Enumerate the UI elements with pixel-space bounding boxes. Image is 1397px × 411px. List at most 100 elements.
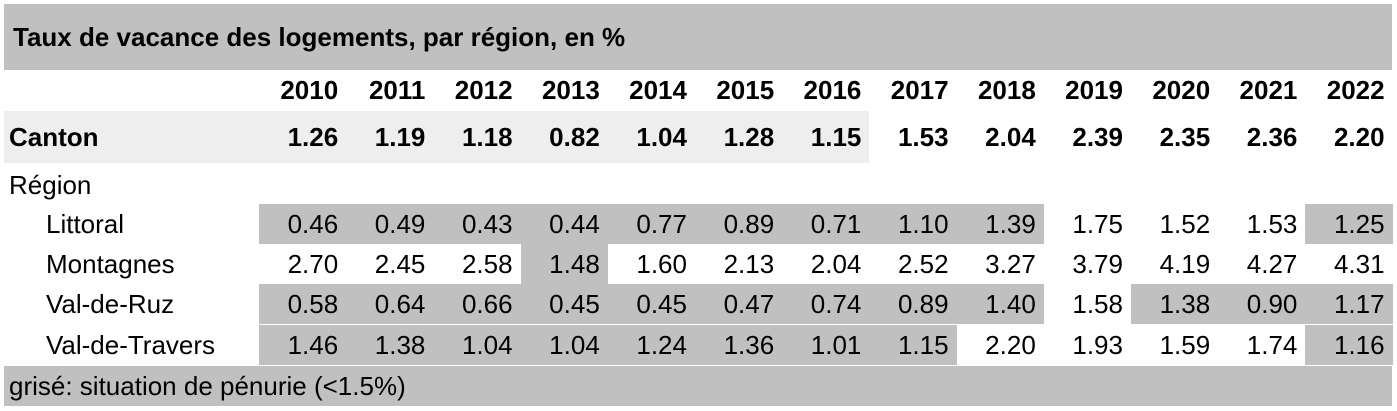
year-header: 2011 bbox=[368, 75, 426, 105]
region-value: 0.45 bbox=[636, 289, 687, 319]
region-value: 0.46 bbox=[287, 209, 339, 239]
region-value: 4.27 bbox=[1246, 249, 1298, 279]
region-value: 0.44 bbox=[549, 209, 600, 239]
canton-value: 0.82 bbox=[549, 122, 600, 152]
shade-cell bbox=[433, 204, 521, 244]
region-value: 0.47 bbox=[723, 289, 775, 319]
region-value: 2.58 bbox=[461, 249, 513, 279]
canton-row-shade bbox=[4, 111, 870, 163]
region-value: 2.70 bbox=[287, 249, 339, 279]
canton-value: 2.36 bbox=[1246, 122, 1298, 152]
year-header: 2020 bbox=[1152, 75, 1211, 105]
region-row-label: Littoral bbox=[46, 209, 125, 239]
footnote-bar: grisé: situation de pénurie (<1.5%) bbox=[4, 366, 1392, 406]
region-value: 0.64 bbox=[374, 289, 426, 319]
shade-cell bbox=[782, 325, 870, 365]
region-value: 0.90 bbox=[1246, 289, 1298, 319]
canton-value: 1.28 bbox=[723, 122, 775, 152]
shade-cell bbox=[695, 284, 783, 324]
region-value: 1.15 bbox=[897, 330, 949, 360]
region-value: 1.04 bbox=[461, 330, 513, 360]
shade-cell bbox=[869, 284, 957, 324]
region-value: 3.27 bbox=[985, 249, 1036, 279]
region-value: 0.77 bbox=[636, 209, 687, 239]
region-value: 0.66 bbox=[461, 289, 513, 319]
year-header: 2014 bbox=[629, 75, 687, 105]
shade-cell bbox=[1131, 284, 1219, 324]
canton-value: 1.18 bbox=[461, 122, 513, 152]
region-value: 4.31 bbox=[1333, 249, 1385, 279]
region-value: 1.39 bbox=[985, 209, 1036, 239]
region-value: 1.59 bbox=[1159, 330, 1211, 360]
shade-cell bbox=[520, 284, 608, 324]
region-value: 1.53 bbox=[1246, 209, 1298, 239]
shade-cell bbox=[695, 204, 783, 244]
region-value: 1.25 bbox=[1333, 209, 1385, 239]
region-value: 1.58 bbox=[1072, 289, 1123, 319]
year-header: 2022 bbox=[1326, 75, 1385, 105]
title-bar: Taux de vacance des logements, par régio… bbox=[4, 4, 1392, 70]
shade-cell bbox=[433, 284, 521, 324]
year-header: 2013 bbox=[541, 75, 600, 105]
shade-cell bbox=[782, 204, 870, 244]
region-value: 0.89 bbox=[723, 209, 775, 239]
shade-cell bbox=[695, 325, 783, 365]
region-value: 1.24 bbox=[636, 330, 687, 360]
region-value: 1.10 bbox=[897, 209, 949, 239]
shade-cell bbox=[259, 325, 347, 365]
shade-cell bbox=[259, 204, 347, 244]
shade-cell bbox=[607, 204, 695, 244]
region-value: 1.16 bbox=[1333, 330, 1385, 360]
canton-value: 1.26 bbox=[287, 122, 339, 152]
region-value: 1.40 bbox=[985, 289, 1036, 319]
shade-cell bbox=[433, 325, 521, 365]
region-value: 1.75 bbox=[1072, 209, 1123, 239]
shade-cell bbox=[607, 325, 695, 365]
shade-cell bbox=[346, 204, 434, 244]
year-header: 2017 bbox=[890, 75, 949, 105]
region-value: 2.13 bbox=[723, 249, 775, 279]
shade-cell bbox=[956, 284, 1044, 324]
canton-value: 1.53 bbox=[897, 122, 949, 152]
region-value: 1.01 bbox=[810, 330, 862, 360]
region-value: 1.60 bbox=[636, 249, 687, 279]
table-title: Taux de vacance des logements, par régio… bbox=[13, 22, 626, 52]
region-value: 0.89 bbox=[897, 289, 949, 319]
canton-value: 1.04 bbox=[636, 122, 687, 152]
region-value: 1.52 bbox=[1159, 209, 1211, 239]
shade-cell bbox=[956, 204, 1044, 244]
shade-cell bbox=[520, 204, 608, 244]
region-value: 0.43 bbox=[461, 209, 513, 239]
canton-label: Canton bbox=[9, 122, 99, 152]
shade-cell bbox=[346, 284, 434, 324]
region-value: 0.71 bbox=[810, 209, 862, 239]
region-value: 1.36 bbox=[723, 330, 775, 360]
region-value: 1.74 bbox=[1246, 330, 1298, 360]
shade-cell bbox=[869, 325, 957, 365]
region-value: 1.48 bbox=[549, 249, 600, 279]
region-value: 0.74 bbox=[810, 289, 862, 319]
shade-cell bbox=[869, 204, 957, 244]
region-value: 3.79 bbox=[1072, 249, 1123, 279]
region-row-label: Montagnes bbox=[46, 249, 175, 279]
region-value: 4.19 bbox=[1159, 249, 1211, 279]
shade-cell bbox=[346, 325, 434, 365]
canton-value: 2.20 bbox=[1333, 122, 1385, 152]
region-value: 0.49 bbox=[374, 209, 426, 239]
region-value: 2.04 bbox=[810, 249, 862, 279]
shade-cell bbox=[1218, 284, 1306, 324]
region-value: 2.20 bbox=[985, 330, 1036, 360]
year-header: 2015 bbox=[716, 75, 775, 105]
canton-value: 1.15 bbox=[810, 122, 862, 152]
region-row-label: Val-de-Ruz bbox=[46, 289, 175, 319]
region-value: 1.04 bbox=[549, 330, 600, 360]
shade-cell bbox=[520, 244, 608, 284]
year-header: 2012 bbox=[454, 75, 513, 105]
shade-cell bbox=[1305, 204, 1393, 244]
region-value: 2.52 bbox=[897, 249, 949, 279]
region-header: Région bbox=[9, 170, 92, 200]
canton-value: 2.35 bbox=[1159, 122, 1211, 152]
year-header: 2018 bbox=[977, 75, 1036, 105]
year-header: 2010 bbox=[280, 75, 339, 105]
